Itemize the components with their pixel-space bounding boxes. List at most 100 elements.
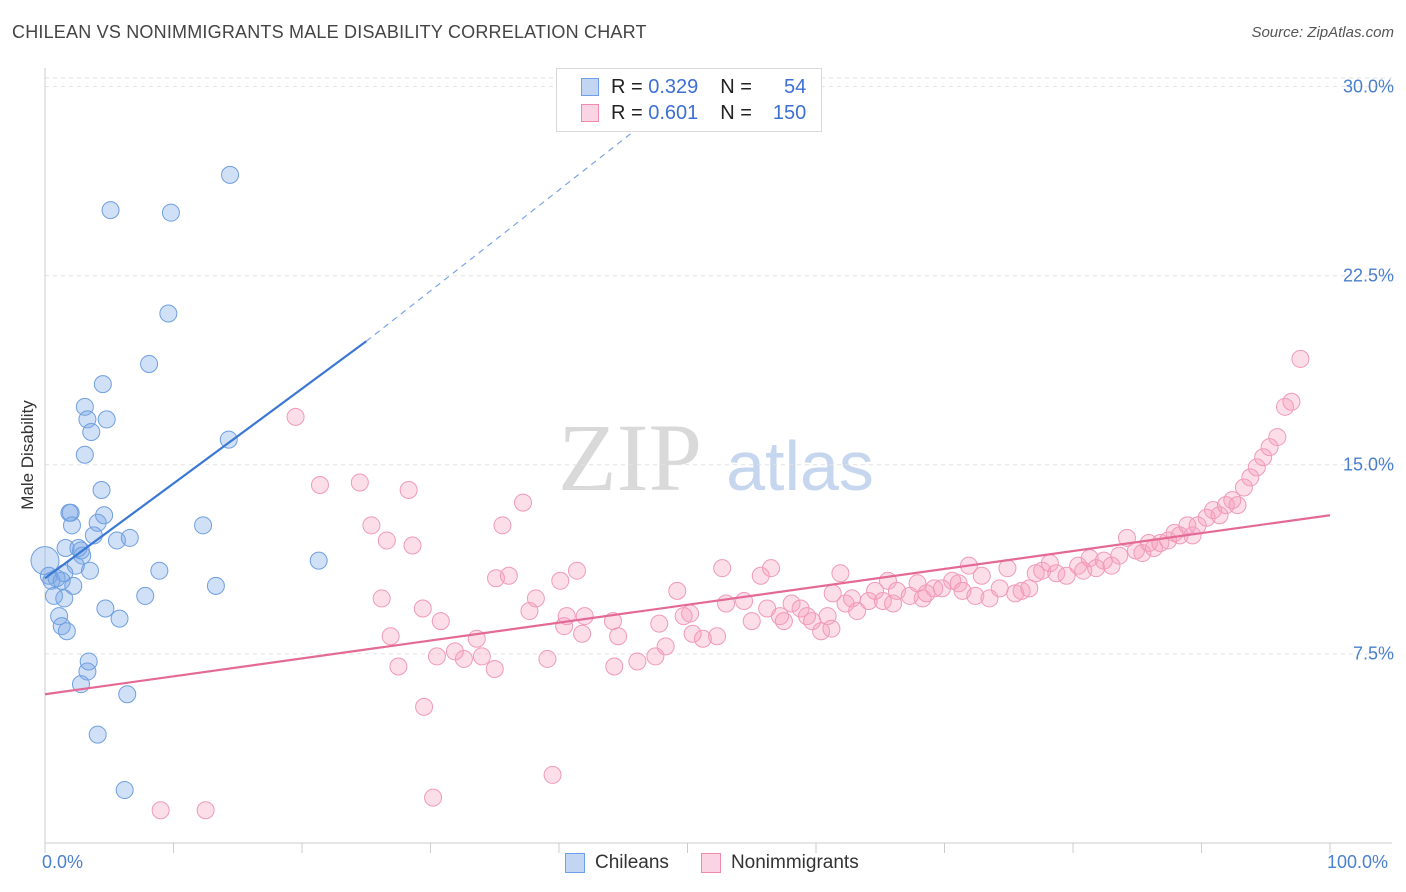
legend-swatch-blue xyxy=(581,78,599,96)
nonimmigrant-point xyxy=(377,531,396,550)
nonimmigrant-point xyxy=(431,612,450,631)
nonimmigrant-trend-line xyxy=(44,514,1331,696)
nonimmigrant-point xyxy=(196,801,215,820)
nonimmigrant-point xyxy=(798,607,817,626)
chilean-point xyxy=(44,586,63,605)
nonimmigrant-point xyxy=(1033,561,1052,580)
chilean-point xyxy=(88,725,107,744)
nonimmigrant-point xyxy=(683,624,702,643)
r-value: 0.329 xyxy=(648,75,699,98)
nonimmigrant-point xyxy=(1087,559,1106,578)
source-credit: Source: ZipAtlas.com xyxy=(1251,24,1394,41)
nonimmigrant-point xyxy=(751,566,770,585)
chilean-point xyxy=(309,551,328,570)
chilean-point xyxy=(80,561,99,580)
nonimmigrant-point xyxy=(1260,438,1279,457)
nonimmigrant-point xyxy=(966,586,985,605)
chilean-point xyxy=(140,354,159,373)
nonimmigrant-point xyxy=(742,612,761,631)
nonimmigrant-point xyxy=(286,407,305,426)
nonimmigrant-point xyxy=(713,559,732,578)
chart-title: CHILEAN VS NONIMMIGRANTS MALE DISABILITY… xyxy=(12,22,647,42)
legend-swatch-pink xyxy=(581,104,599,122)
nonimmigrant-point xyxy=(791,599,810,618)
legend-label-chileans: Chileans xyxy=(595,852,669,873)
nonimmigrant-point xyxy=(413,599,432,618)
nonimmigrant-point xyxy=(399,481,418,500)
nonimmigrant-point xyxy=(1282,392,1301,411)
nonimmigrant-point xyxy=(628,652,647,671)
nonimmigrant-point xyxy=(762,559,781,578)
nonimmigrant-point xyxy=(1133,544,1152,563)
r-value: 0.601 xyxy=(648,101,699,124)
nonimmigrant-point xyxy=(485,660,504,679)
nonimmigrant-point xyxy=(1047,564,1066,583)
chilean-point xyxy=(96,599,115,618)
nonimmigrant-point xyxy=(831,564,850,583)
nonimmigrant-point xyxy=(990,579,1009,598)
y-tick-label: 7.5% xyxy=(1352,643,1394,664)
chilean-point xyxy=(52,617,71,636)
chilean-point xyxy=(221,165,240,184)
nonimmigrant-point xyxy=(650,614,669,633)
nonimmigrant-point xyxy=(668,581,687,600)
nonimmigrant-point xyxy=(866,581,885,600)
nonimmigrant-point xyxy=(681,604,700,623)
nonimmigrant-point xyxy=(1110,546,1129,565)
chilean-point xyxy=(52,571,71,590)
nonimmigrant-point xyxy=(822,619,841,638)
chilean-point xyxy=(219,430,238,449)
nonimmigrant-point xyxy=(567,561,586,580)
nonimmigrant-point xyxy=(605,657,624,676)
nonimmigrant-point xyxy=(472,647,491,666)
chilean-point xyxy=(159,304,178,323)
nonimmigrant-point xyxy=(499,566,518,585)
n-label: N = xyxy=(720,101,752,124)
legend-label-nonimmigrants: Nonimmigrants xyxy=(730,852,859,873)
nonimmigrant-point xyxy=(1178,516,1197,535)
nonimmigrant-point xyxy=(1020,579,1039,598)
nonimmigrant-point xyxy=(708,627,727,646)
chilean-point xyxy=(92,481,111,500)
nonimmigrant-point xyxy=(403,536,422,555)
nonimmigrant-point xyxy=(925,579,944,598)
chilean-point xyxy=(97,410,116,429)
nonimmigrant-point xyxy=(998,559,1017,578)
nonimmigrant-point xyxy=(151,801,170,820)
y-tick-label: 30.0% xyxy=(1342,76,1394,97)
nonimmigrant-point xyxy=(609,627,628,646)
nonimmigrant-point xyxy=(526,589,545,608)
nonimmigrant-point xyxy=(782,594,801,613)
nonimmigrant-point xyxy=(1291,349,1310,368)
nonimmigrant-point xyxy=(656,637,675,656)
nonimmigrant-point xyxy=(575,607,594,626)
nonimmigrant-point xyxy=(538,649,557,668)
chilean-point xyxy=(136,586,155,605)
watermark-zip: ZIP xyxy=(558,404,702,511)
nonimmigrant-point xyxy=(543,765,562,784)
chilean-point xyxy=(206,576,225,595)
chilean-point xyxy=(150,561,169,580)
chilean-point xyxy=(79,652,98,671)
r-label: R = xyxy=(611,101,643,124)
chilean-point xyxy=(118,685,137,704)
nonimmigrant-point xyxy=(427,647,446,666)
nonimmigrant-point xyxy=(454,649,473,668)
nonimmigrant-point xyxy=(514,493,533,512)
nonimmigrant-point xyxy=(1268,428,1287,447)
nonimmigrant-point xyxy=(551,571,570,590)
nonimmigrant-point xyxy=(310,475,329,494)
nonimmigrant-point xyxy=(362,516,381,535)
chilean-point xyxy=(56,539,75,558)
nonimmigrant-point xyxy=(350,473,369,492)
chilean-point xyxy=(101,201,120,220)
nonimmigrant-point xyxy=(1210,506,1229,525)
watermark-atlas: atlas xyxy=(726,427,874,505)
nonimmigrant-point xyxy=(932,579,951,598)
nonimmigrant-point xyxy=(848,602,867,621)
chilean-trend-line xyxy=(44,340,367,580)
nonimmigrant-point xyxy=(1247,458,1266,477)
series-legend: Chileans Nonimmigrants xyxy=(565,852,859,874)
y-tick-label: 15.0% xyxy=(1342,454,1394,475)
nonimmigrant-point xyxy=(859,591,878,610)
